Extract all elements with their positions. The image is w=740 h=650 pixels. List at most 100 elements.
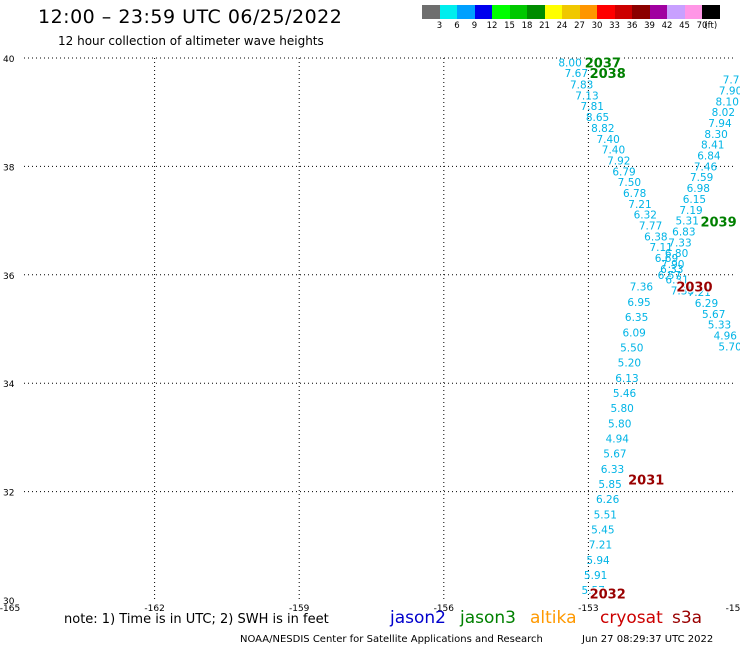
colorbar-tick-label: 3	[436, 21, 443, 31]
pass-time-label: 2032	[590, 587, 626, 602]
colorbar-labels: 3 6 9 12 15 18 21 24 27 30 33 36 39 42 45 70 (ft)	[422, 19, 720, 31]
swh-value-label: 5.70	[718, 341, 740, 353]
colorbar-swatch	[702, 5, 720, 19]
swh-value-label: 5.20	[618, 358, 641, 370]
swh-value-label: 7.83	[570, 80, 593, 92]
swh-value-label: 8.02	[712, 107, 735, 119]
colorbar-tick-label: 27	[574, 21, 585, 31]
swh-value-label: 6.13	[615, 373, 638, 385]
swh-value-label: 5.57	[582, 585, 605, 597]
colorbar-swatch	[667, 5, 685, 19]
colorbar-legend: 3 6 9 12 15 18 21 24 27 30 33 36 39 42 45 70 (ft)	[422, 5, 720, 31]
colorbar-swatch	[474, 5, 492, 19]
x-tick-label: -162	[144, 604, 164, 614]
y-tick-label: 40	[3, 55, 15, 65]
pass-time-label: 2038	[590, 67, 626, 82]
y-tick-label: 34	[3, 380, 15, 390]
swh-value-label: 7.33	[668, 237, 691, 249]
x-tick-label: -156	[434, 604, 455, 614]
swh-value-label: 7.36	[630, 282, 654, 294]
colorbar-swatch	[684, 5, 702, 19]
swh-value-label: 6.09	[622, 327, 645, 339]
y-tick-label: 30	[3, 597, 15, 607]
swh-value-label: 4.96	[714, 331, 738, 343]
swh-value-label: 8.65	[586, 112, 609, 124]
swh-value-label: 6.98	[687, 183, 710, 195]
swh-value-label: 6.33	[660, 264, 683, 276]
swh-value-label: 8.00	[558, 57, 581, 69]
x-tick-label: -15	[726, 604, 740, 614]
swh-value-label: 7.21	[589, 540, 612, 552]
colorbar-tick-label: 24	[556, 21, 568, 31]
colorbar-tick-label: 70	[696, 21, 708, 31]
swh-value-label: 6.35	[625, 312, 648, 324]
colorbar-tick-label: 42	[661, 21, 673, 31]
swh-value-label: 7.46	[694, 161, 718, 173]
colorbar-tick-label: 12	[486, 21, 498, 31]
swh-value-label: 6.33	[601, 464, 624, 476]
swh-value-label: 6.29	[695, 298, 718, 310]
swh-value-label: 5.85	[598, 479, 621, 491]
swh-value-label: 7.81	[581, 101, 604, 113]
swh-value-label: 6.79	[612, 166, 635, 178]
swh-value-label: 7.21	[688, 287, 711, 299]
chart-subtitle: 12 hour collection of altimeter wave hei…	[58, 34, 324, 48]
swh-value-label: 5.31	[676, 216, 699, 228]
swh-value-label: 8.30	[704, 129, 727, 141]
swh-value-label: 6.83	[672, 226, 695, 238]
satellite-label-jason3: jason3	[460, 608, 516, 628]
colorbar-swatch	[544, 5, 562, 19]
swh-value-label: 6.32	[634, 210, 657, 222]
swh-value-label: 7.67	[565, 68, 588, 80]
swh-value-label: 6.31	[665, 275, 688, 287]
swh-value-label: 6.78	[623, 188, 646, 200]
colorbar-swatch	[509, 5, 527, 19]
satellite-label-s3a: s3a	[672, 608, 703, 628]
swh-value-label: 4.94	[606, 433, 630, 445]
swh-value-label: 5.80	[610, 403, 633, 415]
swh-value-label: 8.41	[701, 140, 724, 152]
satellite-label-cryosat: cryosat	[600, 608, 663, 628]
swh-value-label: 6.84	[697, 151, 721, 163]
swh-value-label: 5.51	[594, 509, 617, 521]
colorbar-swatch	[614, 5, 632, 19]
colorbar-swatch	[649, 5, 667, 19]
colorbar-swatch	[632, 5, 650, 19]
swh-value-label: 7.50	[618, 177, 641, 189]
colorbar-tick-label: 33	[609, 21, 620, 31]
swh-value-label: 7.40	[602, 145, 625, 157]
swh-value-label: 5.46	[613, 388, 637, 400]
swh-value-label: 6.15	[683, 194, 706, 206]
colorbar-tick-label: 9	[471, 21, 478, 31]
swh-value-label: 6.57	[658, 270, 681, 282]
swh-value-label: 6.69	[655, 253, 678, 265]
timestamp-text: Jun 27 08:29:37 UTC 2022	[582, 634, 714, 645]
swh-value-label: 7.11	[649, 242, 672, 254]
pass-time-label: 2031	[628, 474, 664, 489]
swh-value-label: 5.67	[603, 449, 626, 461]
swh-value-label: 7.21	[628, 199, 651, 211]
colorbar-swatch	[439, 5, 457, 19]
pass-time-label: 2039	[700, 216, 736, 231]
swh-value-label: 8.10	[716, 96, 739, 108]
colorbar-swatch	[527, 5, 545, 19]
colorbar-swatch	[492, 5, 510, 19]
x-tick-label: -159	[289, 604, 310, 614]
pass-time-label: 2030	[676, 281, 712, 296]
swh-value-label: 6.95	[627, 297, 650, 309]
swh-value-label: 7.59	[690, 172, 713, 184]
swh-value-label: 5.91	[584, 570, 607, 582]
swh-value-label: 8.82	[591, 123, 614, 135]
x-tick-label: -153	[578, 604, 598, 614]
colorbar-tick-label: 21	[539, 21, 550, 31]
chart-title: 12:00 – 23:59 UTC 06/25/2022	[38, 6, 343, 28]
swh-value-label: 5.67	[702, 309, 725, 321]
colorbar-swatch	[562, 5, 580, 19]
swh-value-label: 6.38	[644, 231, 667, 243]
swh-value-label: 7.19	[679, 205, 702, 217]
colorbar-tick-label: 36	[626, 21, 638, 31]
colorbar-tick-label: 15	[504, 21, 515, 31]
y-tick-label: 38	[3, 163, 15, 173]
colorbar-swatch	[597, 5, 615, 19]
